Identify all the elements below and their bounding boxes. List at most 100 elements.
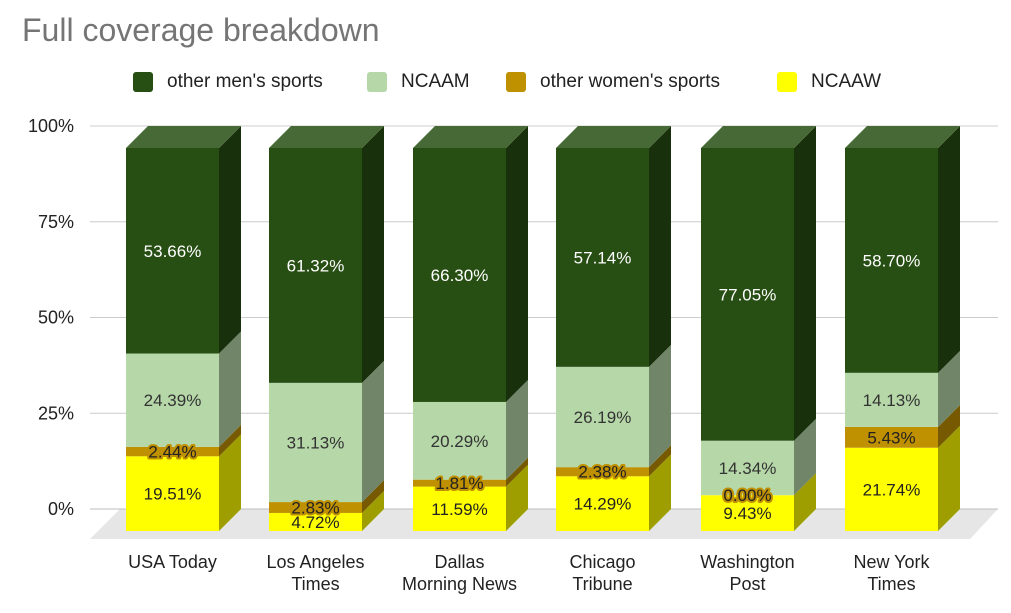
bar-side [219, 434, 241, 531]
data-label: 66.30% [431, 266, 489, 285]
bar-segment-ncaaw [269, 490, 384, 531]
data-label: 26.19% [574, 408, 632, 427]
data-label: 14.13% [863, 391, 921, 410]
bar-segment-ncaaw [413, 464, 528, 531]
y-tick-label: 25% [38, 403, 74, 423]
bar-front [269, 382, 362, 503]
bar-front [413, 401, 506, 480]
bar-side [649, 445, 671, 477]
bar-segment-ncaaw [701, 473, 816, 531]
bar-top [413, 126, 528, 148]
bar-side [219, 424, 241, 457]
bar-front [845, 372, 938, 427]
legend-swatch [777, 72, 797, 92]
bar-segment-other-men-s-sports [701, 126, 816, 441]
data-label: 0.00% [723, 486, 771, 505]
data-label: 20.29% [431, 432, 489, 451]
bar-top [556, 126, 671, 148]
bar-side [219, 126, 241, 354]
bar-side [506, 126, 528, 402]
data-label: 57.14% [574, 248, 632, 267]
bar-side [794, 418, 816, 496]
bar-front [701, 495, 794, 531]
bar-front [845, 447, 938, 531]
bar-segment-other-women-s-sports [269, 480, 384, 513]
bar-side [362, 480, 384, 513]
bar-segment-other-men-s-sports [413, 126, 528, 402]
bar-side [649, 344, 671, 468]
data-label: 24.39% [144, 391, 202, 410]
bar-segment-ncaam [845, 350, 960, 427]
bar-segment-other-men-s-sports [269, 126, 384, 383]
bar-side [362, 490, 384, 531]
bar-segment-other-men-s-sports [556, 126, 671, 367]
bar-front [701, 440, 794, 496]
legend: other men's sports NCAAM other women's spo… [0, 68, 1011, 96]
bar-side [362, 126, 384, 383]
bar-front [126, 148, 219, 354]
bar-segment-other-women-s-sports [845, 404, 960, 448]
bar-front [413, 479, 506, 487]
bar-side [649, 454, 671, 531]
bar-segment-ncaaw [845, 425, 960, 531]
data-label: 53.66% [144, 242, 202, 261]
legend-item-other-women-s-sports: other women's sports [506, 68, 720, 96]
bar-top [845, 126, 960, 148]
bar-front [126, 353, 219, 447]
bar-segment-ncaam [556, 344, 671, 468]
y-tick-label: 50% [38, 308, 74, 328]
x-category-label: Dallas Morning News [402, 552, 517, 594]
bar-segment-other-women-s-sports [126, 424, 241, 457]
bar-segment-other-women-s-sports [556, 445, 671, 477]
bar-front [556, 148, 649, 367]
bar-front [126, 456, 219, 531]
bar-front [269, 512, 362, 531]
legend-swatch [367, 72, 387, 92]
bar-side [938, 404, 960, 448]
bar-side [219, 331, 241, 447]
bar-side [649, 126, 671, 367]
legend-swatch [133, 72, 153, 92]
legend-item-ncaam: NCAAM [367, 68, 470, 96]
bar-segment-ncaaw [126, 434, 241, 531]
data-label: 1.81% [435, 474, 483, 493]
bar-side [938, 425, 960, 531]
bar-front [556, 476, 649, 531]
x-category-label: New York Times [853, 552, 930, 594]
bar-side [794, 473, 816, 531]
legend-label: NCAAM [401, 71, 470, 92]
x-category-label: Washington Post [700, 552, 794, 594]
data-label: 4.72% [291, 513, 339, 532]
data-label: 2.38% [578, 463, 626, 482]
bar-side [794, 126, 816, 441]
bar-front [413, 148, 506, 402]
bar-side [506, 379, 528, 480]
data-label: 9.43% [723, 504, 771, 523]
bar-side [506, 457, 528, 487]
bar-front [556, 467, 649, 477]
bar-segment-ncaam [269, 360, 384, 503]
legend-label: other men's sports [167, 71, 323, 92]
data-label: 14.29% [574, 495, 632, 514]
bar-segment-ncaaw [556, 454, 671, 531]
bar-segment-other-men-s-sports [845, 126, 960, 373]
legend-item-ncaaw: NCAAW [777, 68, 881, 96]
bar-top [269, 126, 384, 148]
legend-item-other-men-s-sports: other men's sports [133, 68, 323, 96]
bar-segment-other-men-s-sports [126, 126, 241, 354]
y-tick-label: 0% [48, 499, 74, 519]
bar-front [845, 426, 938, 448]
bar-segment-ncaam [701, 418, 816, 496]
y-tick-label: 75% [38, 212, 74, 232]
x-category-label: Chicago Tribune [569, 552, 635, 594]
chart-title: Full coverage breakdown [22, 12, 380, 48]
bar-top [701, 126, 816, 148]
legend-label: other women's sports [540, 71, 720, 92]
data-label: 77.05% [719, 285, 777, 304]
bar-front [701, 148, 794, 441]
data-label: 61.32% [287, 256, 345, 275]
bar-segment-ncaam [413, 379, 528, 480]
bar-front [845, 148, 938, 373]
data-label: 5.43% [867, 428, 915, 447]
